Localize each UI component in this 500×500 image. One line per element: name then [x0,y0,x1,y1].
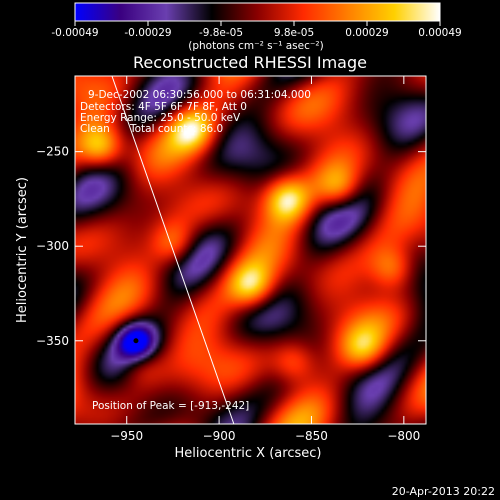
colorbar-gradient [74,2,441,22]
x-tick-label: −850 [295,429,328,443]
x-tick-label: −800 [387,429,420,443]
colorbar-tick-label: -9.8e-05 [199,27,243,39]
y-tick-label: −350 [36,334,69,348]
solar-limb-line [111,76,235,424]
colorbar-ticks: -0.00049 -0.00029 -9.8e-05 9.8e-05 0.00029 0.… [51,21,462,39]
footer-timestamp: 20-Apr-2013 20:22 [392,485,495,498]
plot-frame [74,75,427,425]
colorbar-tick-label: -0.00049 [51,27,98,39]
heatmap-image [75,76,426,424]
annotation-energy: Energy Range: 25.0 - 50.0 keV [80,112,241,124]
minimum-marker [133,338,139,344]
annotation-method: Clean [80,123,110,135]
x-axis: −950 −900 −850 −800 [110,76,420,443]
annotation-time: 9-Dec-2002 06:30:56.000 to 06:31:04.000 [88,89,311,101]
colorbar: -0.00049 -0.00029 -9.8e-05 9.8e-05 0.00029 0.… [51,2,462,52]
heatmap-raster [75,76,426,424]
x-axis-label: Heliocentric X (arcsec) [175,446,322,461]
annotation-detectors: Detectors: 4F 5F 6F 7F 8F, Att 0 [80,101,247,113]
y-axis: −250 −300 −350 [36,145,426,348]
x-tick-label: −950 [110,429,143,443]
y-tick-label: −250 [36,145,69,159]
annotations: 9-Dec-2002 06:30:56.000 to 06:31:04.000 … [80,89,311,412]
y-axis-label: Heliocentric Y (arcsec) [15,177,30,323]
colorbar-tick-label: -0.00029 [124,27,171,39]
colorbar-tick-label: 0.00029 [345,27,388,39]
annotation-counts: Total counts: 86.0 [129,123,223,135]
colorbar-tick-label: 9.8e-05 [274,27,314,39]
annotation-peak: Position of Peak = [-913,-242] [92,400,249,412]
chart-title: Reconstructed RHESSI Image [133,53,367,72]
colorbar-unit-label: (photons cm⁻² s⁻¹ asec⁻²) [188,40,323,52]
y-tick-label: −300 [36,239,69,253]
x-tick-label: −900 [203,429,236,443]
colorbar-tick-label: 0.00049 [418,27,461,39]
